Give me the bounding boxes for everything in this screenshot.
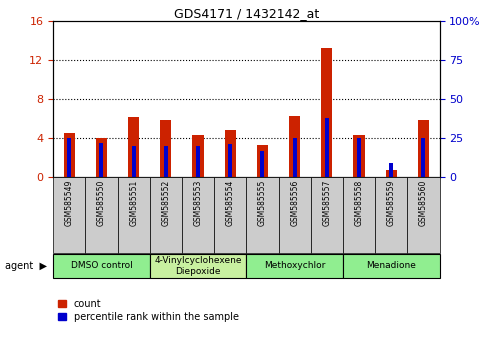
FancyBboxPatch shape (85, 177, 117, 253)
FancyBboxPatch shape (311, 177, 343, 253)
Bar (422, 138, 426, 177)
Text: agent  ▶: agent ▶ (5, 261, 47, 271)
FancyBboxPatch shape (53, 254, 150, 278)
FancyBboxPatch shape (343, 254, 440, 278)
FancyBboxPatch shape (53, 177, 85, 253)
Bar (321, 48, 332, 177)
Text: GSM585553: GSM585553 (194, 179, 202, 225)
Bar (225, 130, 236, 177)
Bar (160, 120, 171, 177)
FancyBboxPatch shape (246, 177, 279, 253)
Legend: count, percentile rank within the sample: count, percentile rank within the sample (58, 299, 239, 321)
Text: GSM585554: GSM585554 (226, 179, 235, 225)
Text: GSM585559: GSM585559 (387, 179, 396, 225)
Text: Menadione: Menadione (366, 261, 416, 270)
Bar (99, 143, 103, 177)
FancyBboxPatch shape (343, 177, 375, 253)
Bar (389, 163, 393, 177)
Bar (357, 138, 361, 177)
FancyBboxPatch shape (246, 254, 343, 278)
Bar (257, 145, 268, 177)
FancyBboxPatch shape (279, 177, 311, 253)
FancyBboxPatch shape (150, 177, 182, 253)
Text: GSM585555: GSM585555 (258, 179, 267, 225)
Text: GSM585550: GSM585550 (97, 179, 106, 225)
Bar (293, 138, 297, 177)
Text: GSM585551: GSM585551 (129, 179, 138, 225)
FancyBboxPatch shape (182, 177, 214, 253)
FancyBboxPatch shape (375, 177, 407, 253)
Text: GSM585557: GSM585557 (322, 179, 331, 225)
Bar (418, 120, 429, 177)
FancyBboxPatch shape (150, 254, 246, 278)
Bar (196, 146, 200, 177)
Text: GSM585556: GSM585556 (290, 179, 299, 225)
Text: GSM585558: GSM585558 (355, 179, 364, 225)
FancyBboxPatch shape (214, 177, 246, 253)
Bar (325, 118, 329, 177)
Bar (164, 146, 168, 177)
FancyBboxPatch shape (407, 177, 440, 253)
Text: 4-Vinylcyclohexene
Diepoxide: 4-Vinylcyclohexene Diepoxide (154, 256, 242, 275)
Text: GSM585560: GSM585560 (419, 179, 428, 225)
Bar (260, 150, 264, 177)
Title: GDS4171 / 1432142_at: GDS4171 / 1432142_at (174, 7, 319, 20)
Text: GSM585552: GSM585552 (161, 179, 170, 225)
Bar (132, 146, 136, 177)
Bar (96, 138, 107, 177)
Bar (228, 144, 232, 177)
Bar (128, 117, 139, 177)
Bar (64, 133, 75, 177)
FancyBboxPatch shape (117, 177, 150, 253)
Bar (67, 138, 71, 177)
Text: DMSO control: DMSO control (71, 261, 132, 270)
Bar (385, 170, 397, 177)
Bar (192, 135, 204, 177)
Text: Methoxychlor: Methoxychlor (264, 261, 326, 270)
Bar (289, 116, 300, 177)
Text: GSM585549: GSM585549 (65, 179, 74, 225)
Bar (354, 135, 365, 177)
